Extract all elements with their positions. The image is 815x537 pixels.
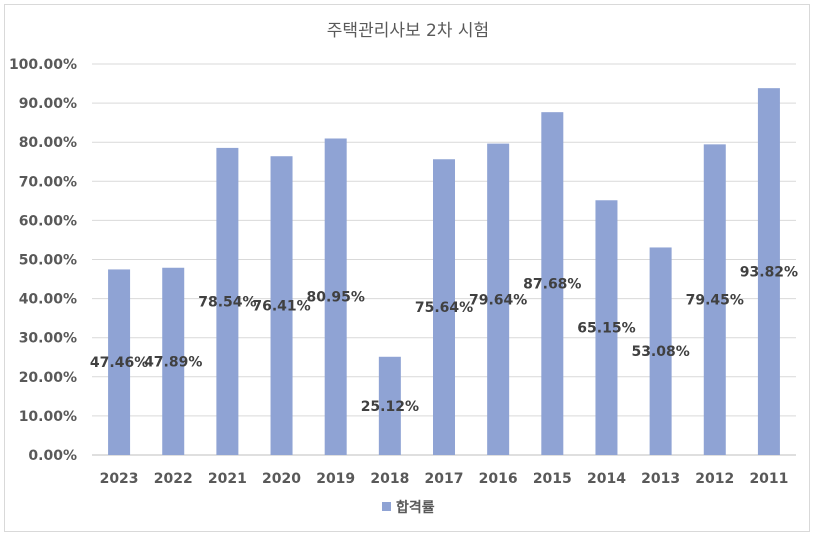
y-tick-label: 80.00%	[19, 135, 77, 151]
data-label: 47.89%	[144, 354, 202, 370]
chart-title: 주택관리사보 2차 시험	[327, 21, 489, 41]
data-label: 75.64%	[415, 300, 473, 316]
chart-frame	[4, 4, 810, 532]
bar	[487, 143, 510, 455]
bar	[757, 88, 780, 455]
data-label: 87.68%	[523, 277, 581, 293]
bar	[378, 356, 401, 455]
legend-label: 합격률	[396, 499, 435, 516]
data-label: 79.45%	[686, 293, 744, 309]
bar	[595, 200, 618, 455]
y-tick-label: 20.00%	[19, 370, 77, 386]
x-tick-label: 2016	[479, 471, 518, 487]
x-tick-label: 2018	[370, 471, 409, 487]
y-tick-label: 0.00%	[28, 448, 77, 464]
data-label: 76.41%	[252, 299, 310, 315]
y-tick-label: 50.00%	[19, 253, 77, 269]
y-tick-label: 100.00%	[9, 57, 77, 73]
x-tick-label: 2017	[425, 471, 464, 487]
x-tick-label: 2012	[695, 471, 734, 487]
y-tick-label: 40.00%	[19, 292, 77, 308]
y-tick-label: 30.00%	[19, 331, 77, 347]
data-labels: 47.46%47.89% 78.54%76.41%80.95% 25.12% 75.6…	[90, 265, 798, 415]
bar	[541, 112, 564, 455]
x-tick-label: 2013	[641, 471, 680, 487]
data-label: 80.95%	[307, 290, 365, 306]
y-tick-label: 10.00%	[19, 409, 77, 425]
x-tick-label: 2022	[154, 471, 193, 487]
x-tick-label: 2015	[533, 471, 572, 487]
bar	[216, 147, 239, 455]
x-axis-ticks: 2023 2022 2021 2020 2019 2018 2017 2016 2015 2014…	[100, 471, 789, 487]
bar	[108, 269, 131, 455]
x-tick-label: 2020	[262, 471, 301, 487]
x-tick-label: 2014	[587, 471, 626, 487]
x-tick-label: 2023	[100, 471, 139, 487]
y-tick-label: 60.00%	[19, 213, 77, 229]
data-label: 53.08%	[631, 344, 689, 360]
y-tick-label: 70.00%	[19, 174, 77, 190]
x-tick-label: 2021	[208, 471, 247, 487]
y-tick-label: 90.00%	[19, 96, 77, 112]
data-label: 65.15%	[577, 321, 635, 337]
data-label: 78.54%	[198, 294, 256, 310]
bars	[108, 88, 780, 456]
data-label: 47.46%	[90, 355, 148, 371]
legend: 합격률	[382, 499, 435, 516]
legend-swatch	[382, 502, 391, 511]
bar	[162, 267, 185, 455]
bar	[433, 159, 455, 455]
gridlines	[92, 63, 796, 456]
bar	[703, 144, 726, 455]
data-label: 25.12%	[361, 399, 419, 415]
bar	[270, 156, 293, 456]
data-label: 93.82%	[740, 265, 798, 281]
x-tick-label: 2019	[316, 471, 355, 487]
bar	[324, 138, 347, 455]
y-axis-ticks: 0.00% 10.00% 20.00% 30.00% 40.00% 50.00% 60.00…	[9, 57, 77, 464]
bar	[649, 247, 672, 455]
x-tick-label: 2011	[749, 471, 788, 487]
data-label: 79.64%	[469, 292, 527, 308]
